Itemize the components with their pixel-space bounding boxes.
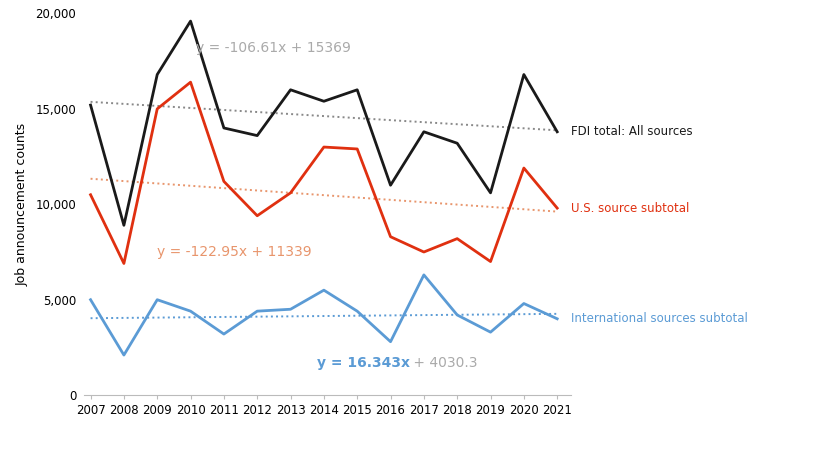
Y-axis label: Job announcement counts: Job announcement counts xyxy=(16,123,29,286)
Text: y = -106.61x + 15369: y = -106.61x + 15369 xyxy=(196,41,352,55)
Text: FDI total: All sources: FDI total: All sources xyxy=(571,125,692,138)
Text: y = 16.343x: y = 16.343x xyxy=(317,356,410,370)
Text: International sources subtotal: International sources subtotal xyxy=(571,313,748,325)
Text: + 4030.3: + 4030.3 xyxy=(409,356,477,370)
Text: y = -122.95x + 11339: y = -122.95x + 11339 xyxy=(157,245,311,259)
Text: U.S. source subtotal: U.S. source subtotal xyxy=(571,202,689,215)
